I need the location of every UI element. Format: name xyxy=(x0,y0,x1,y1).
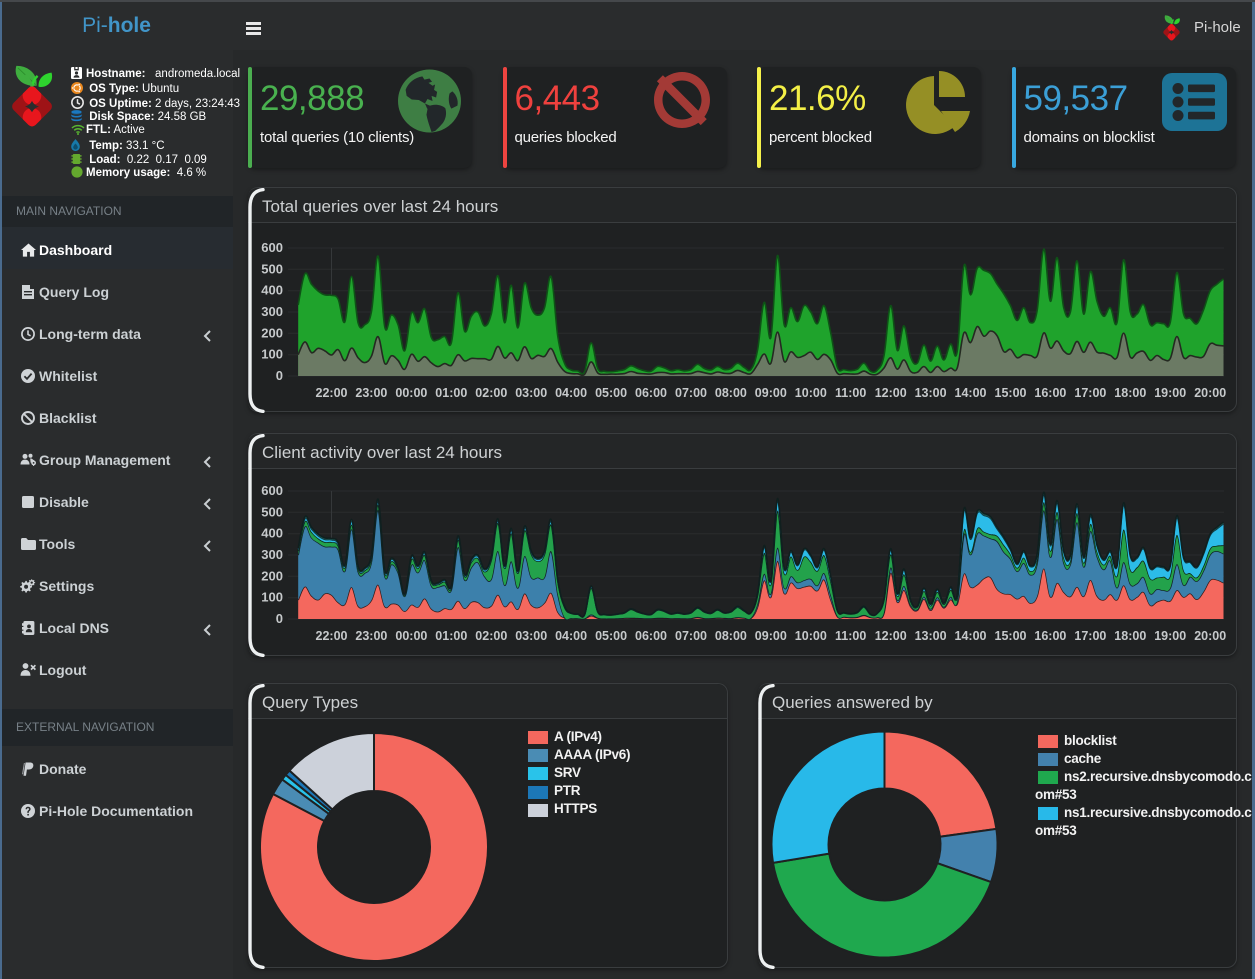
svg-text:03:00: 03:00 xyxy=(515,629,547,643)
svg-text:23:00: 23:00 xyxy=(355,386,387,400)
svg-text:17:00: 17:00 xyxy=(1074,386,1106,400)
svg-text:600: 600 xyxy=(261,483,283,498)
svg-text:07:00: 07:00 xyxy=(675,386,707,400)
svg-text:300: 300 xyxy=(261,547,283,562)
svg-text:02:00: 02:00 xyxy=(475,386,507,400)
svg-text:100: 100 xyxy=(261,590,283,605)
svg-text:09:00: 09:00 xyxy=(755,629,787,643)
svg-text:500: 500 xyxy=(261,504,283,519)
svg-text:01:00: 01:00 xyxy=(435,386,467,400)
svg-text:06:00: 06:00 xyxy=(635,386,667,400)
svg-text:19:00: 19:00 xyxy=(1154,629,1186,643)
svg-text:04:00: 04:00 xyxy=(555,386,587,400)
svg-text:15:00: 15:00 xyxy=(995,629,1027,643)
svg-text:0: 0 xyxy=(276,368,283,383)
svg-text:400: 400 xyxy=(261,283,283,298)
svg-text:18:00: 18:00 xyxy=(1114,386,1146,400)
svg-text:23:00: 23:00 xyxy=(355,629,387,643)
svg-text:200: 200 xyxy=(261,325,283,340)
svg-text:600: 600 xyxy=(261,240,283,255)
svg-text:22:00: 22:00 xyxy=(316,386,348,400)
svg-text:22:00: 22:00 xyxy=(316,629,348,643)
svg-text:03:00: 03:00 xyxy=(515,386,547,400)
svg-text:11:00: 11:00 xyxy=(835,386,866,400)
svg-text:08:00: 08:00 xyxy=(715,386,747,400)
svg-text:13:00: 13:00 xyxy=(915,629,947,643)
svg-text:02:00: 02:00 xyxy=(475,629,507,643)
svg-text:12:00: 12:00 xyxy=(875,629,907,643)
svg-text:300: 300 xyxy=(261,304,283,319)
svg-text:01:00: 01:00 xyxy=(435,629,467,643)
svg-text:18:00: 18:00 xyxy=(1114,629,1146,643)
svg-text:04:00: 04:00 xyxy=(555,629,587,643)
svg-text:10:00: 10:00 xyxy=(795,629,827,643)
svg-text:14:00: 14:00 xyxy=(955,629,987,643)
svg-text:16:00: 16:00 xyxy=(1034,386,1066,400)
svg-text:16:00: 16:00 xyxy=(1034,629,1066,643)
svg-text:09:00: 09:00 xyxy=(755,386,787,400)
svg-text:20:00: 20:00 xyxy=(1194,386,1226,400)
svg-text:14:00: 14:00 xyxy=(955,386,987,400)
svg-text:11:00: 11:00 xyxy=(835,629,866,643)
svg-text:05:00: 05:00 xyxy=(595,386,627,400)
svg-text:15:00: 15:00 xyxy=(995,386,1027,400)
svg-text:500: 500 xyxy=(261,261,283,276)
svg-text:100: 100 xyxy=(261,347,283,362)
svg-text:19:00: 19:00 xyxy=(1154,386,1186,400)
svg-text:400: 400 xyxy=(261,526,283,541)
svg-text:07:00: 07:00 xyxy=(675,629,707,643)
svg-text:17:00: 17:00 xyxy=(1074,629,1106,643)
svg-text:200: 200 xyxy=(261,568,283,583)
svg-text:13:00: 13:00 xyxy=(915,386,947,400)
svg-text:00:00: 00:00 xyxy=(395,386,427,400)
svg-text:00:00: 00:00 xyxy=(395,629,427,643)
svg-text:0: 0 xyxy=(276,611,283,626)
svg-text:10:00: 10:00 xyxy=(795,386,827,400)
svg-text:12:00: 12:00 xyxy=(875,386,907,400)
svg-text:08:00: 08:00 xyxy=(715,629,747,643)
svg-text:05:00: 05:00 xyxy=(595,629,627,643)
svg-text:06:00: 06:00 xyxy=(635,629,667,643)
svg-text:20:00: 20:00 xyxy=(1194,629,1226,643)
